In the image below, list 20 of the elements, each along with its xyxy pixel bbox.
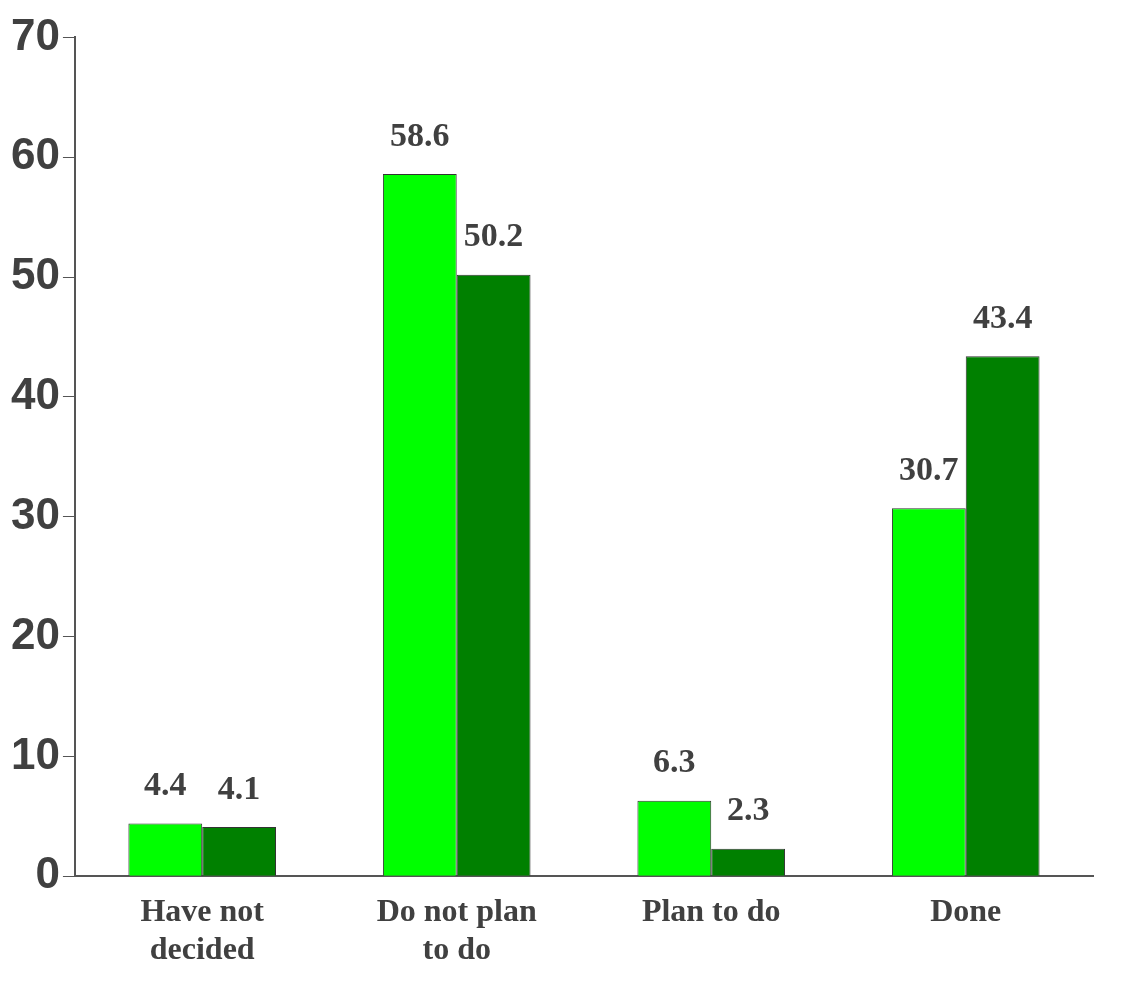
y-tick-label: 60: [10, 129, 60, 179]
y-tick-label: 20: [10, 608, 60, 658]
data-label: 2.3: [726, 790, 770, 828]
y-tick-label: 50: [10, 249, 60, 299]
y-tick-label: 40: [10, 369, 60, 419]
y-tick-label: 10: [10, 728, 60, 778]
x-tick-label: Do not plan to do: [376, 891, 537, 967]
y-tick-label: 70: [10, 9, 60, 59]
x-tick-label: Have not decided: [140, 891, 265, 967]
data-label: 50.2: [463, 216, 524, 254]
x-tick-label: Plan to do: [641, 891, 781, 928]
data-label: 30.7: [899, 450, 959, 488]
x-tick-label: Done: [930, 891, 1002, 928]
data-label: 6.3: [653, 742, 696, 780]
y-tick-label: 30: [10, 488, 60, 538]
y-tick-label: 0: [35, 848, 60, 898]
data-label: 43.4: [972, 297, 1033, 335]
data-label: 58.6: [390, 115, 450, 153]
data-label: 4.4: [144, 765, 187, 803]
data-label: 4.1: [217, 768, 261, 806]
